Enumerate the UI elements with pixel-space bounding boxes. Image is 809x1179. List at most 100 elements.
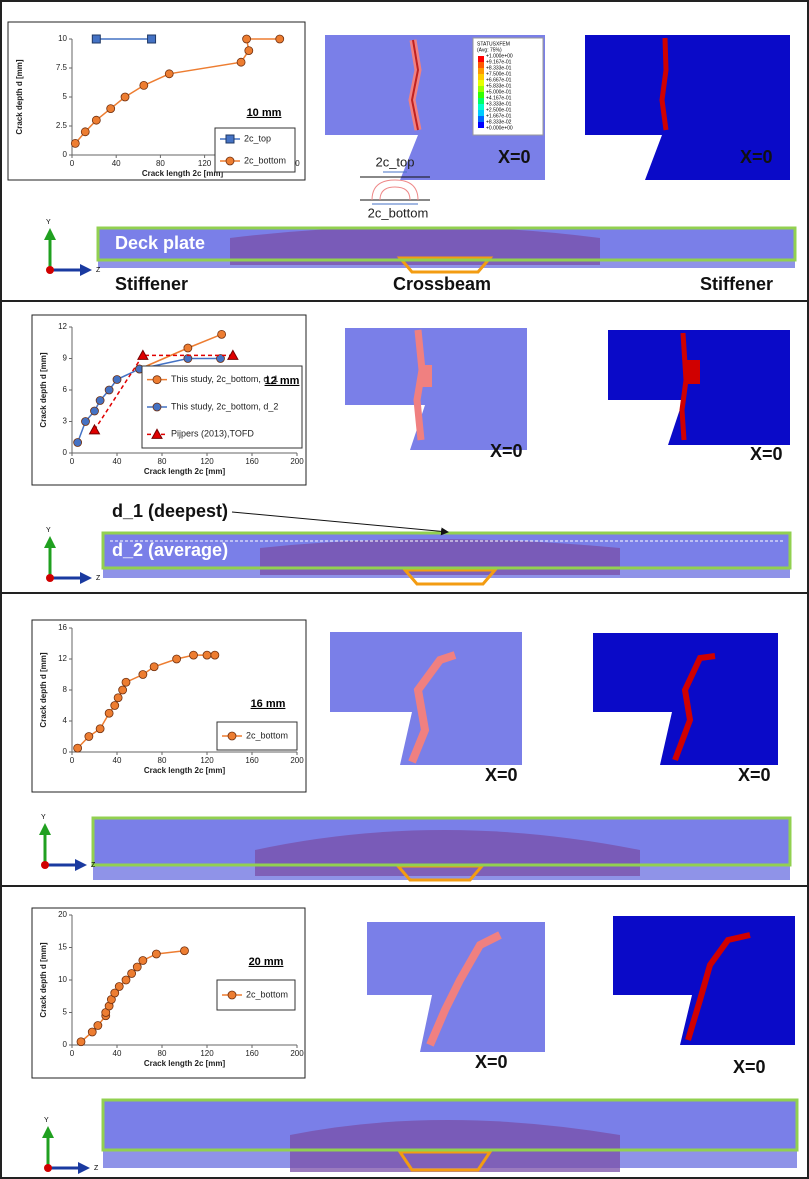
triad-label: Z (94, 1165, 99, 1172)
contour-swatch (478, 110, 484, 116)
marker (227, 990, 237, 1000)
contour-swatch (478, 80, 484, 86)
marker (70, 138, 80, 148)
contour-swatch (478, 74, 484, 80)
x-tick-label: 120 (198, 159, 212, 168)
marker (225, 156, 235, 166)
marker (152, 375, 162, 385)
y-tick-label: 3 (63, 417, 68, 426)
marker (183, 343, 193, 353)
size-annotation: 16 mm (251, 698, 286, 710)
fem-view (330, 632, 522, 765)
marker (216, 354, 225, 363)
triad-y-head (44, 228, 56, 240)
marker (236, 57, 246, 67)
region-label: Deck plate (115, 233, 205, 253)
marker (227, 731, 237, 741)
fem-view (367, 922, 545, 1052)
y-tick-label: 5 (63, 1008, 68, 1017)
deck-band (101, 511, 792, 586)
chart: 0 40 80 120 160 200 0 5 10 15 20 Crack length 2c [m… (31, 907, 306, 1079)
x-tick-label: 40 (113, 756, 122, 765)
y-tick-label: 12 (58, 322, 67, 331)
x-tick-label: 0 (70, 159, 75, 168)
marker (137, 349, 149, 360)
legend-label: 2c_top (244, 133, 271, 143)
contour-value: +2.500e-01 (486, 107, 512, 113)
size-annotation: 12 mm (265, 375, 300, 387)
contour-swatch (478, 62, 484, 68)
marker (104, 708, 114, 718)
y-axis-label: Crack depth d [mm] (39, 942, 48, 1017)
y-tick-label: 8 (63, 685, 68, 694)
legend-title: STATUSXFEM (477, 41, 510, 47)
triad-z-head (80, 264, 92, 276)
marker (118, 685, 128, 695)
legend-label: Pijpers (2013),TOFD (171, 429, 254, 439)
contour-value: +1.000e+00 (486, 53, 513, 59)
contour-value: +8.333e-01 (486, 65, 512, 71)
contour-value: +8.333e-02 (486, 119, 512, 125)
triad-origin (46, 574, 54, 582)
marker (210, 650, 220, 660)
triad-origin (46, 266, 54, 274)
marker (114, 982, 124, 991)
deck-band (101, 1098, 799, 1172)
deck-band (91, 816, 792, 882)
marker (110, 988, 120, 998)
triad-y-head (42, 1126, 54, 1138)
x-tick-label: 0 (70, 756, 75, 765)
view-label: X=0 (738, 765, 771, 785)
contour-swatch (478, 86, 484, 92)
marker (93, 1021, 103, 1030)
chart-frame (31, 619, 307, 793)
triad-label: Y (46, 219, 51, 226)
marker (217, 329, 227, 339)
contour-swatch (478, 122, 484, 128)
marker (138, 670, 148, 679)
legend-box (141, 365, 303, 449)
y-tick-label: 10 (58, 34, 67, 43)
size-annotation: 20 mm (249, 956, 284, 968)
region-label: d_2 (average) (112, 540, 228, 560)
legend-label: 2c_bottom (246, 989, 288, 999)
region-label: d_1 (deepest) (112, 501, 228, 521)
contour-value: +6.667e-01 (486, 77, 512, 83)
marker (172, 654, 182, 664)
marker (138, 956, 148, 965)
x-axis-label: Crack length 2c [mm] (144, 467, 226, 476)
marker (87, 1027, 97, 1037)
x-tick-label: 120 (200, 756, 214, 765)
marker (90, 406, 99, 416)
marker (225, 134, 235, 144)
y-tick-label: 5 (63, 92, 68, 101)
x-tick-label: 40 (113, 1049, 122, 1058)
x-tick-label: 200 (290, 756, 304, 765)
x-tick-label: 80 (158, 1049, 167, 1058)
contour-swatch (478, 56, 484, 62)
x-tick-label: 160 (245, 457, 259, 466)
marker (202, 650, 212, 660)
marker (106, 104, 116, 113)
marker (73, 438, 83, 447)
marker (112, 375, 122, 384)
size-annotation: 10 mm (247, 107, 282, 119)
contour-value: +5.833e-01 (486, 83, 512, 89)
x-tick-label: 160 (245, 1049, 259, 1058)
sketch-label: 2c_top (375, 154, 414, 169)
marker (91, 34, 101, 44)
x-tick-label: 40 (113, 457, 122, 466)
triad-z-head (75, 859, 87, 871)
sketch-label: 2c_bottom (368, 205, 429, 220)
y-tick-label: 2.5 (56, 121, 68, 130)
region-label: Stiffener (115, 274, 188, 294)
marker (120, 92, 130, 102)
y-tick-label: 0 (63, 747, 68, 756)
marker (189, 650, 198, 660)
y-axis-label: Crack depth d [mm] (39, 652, 48, 727)
marker (95, 724, 105, 734)
triad-origin (44, 1164, 52, 1172)
marker (127, 969, 137, 978)
x-tick-label: 120 (200, 1049, 214, 1058)
contour-value: +7.500e-01 (486, 71, 512, 77)
